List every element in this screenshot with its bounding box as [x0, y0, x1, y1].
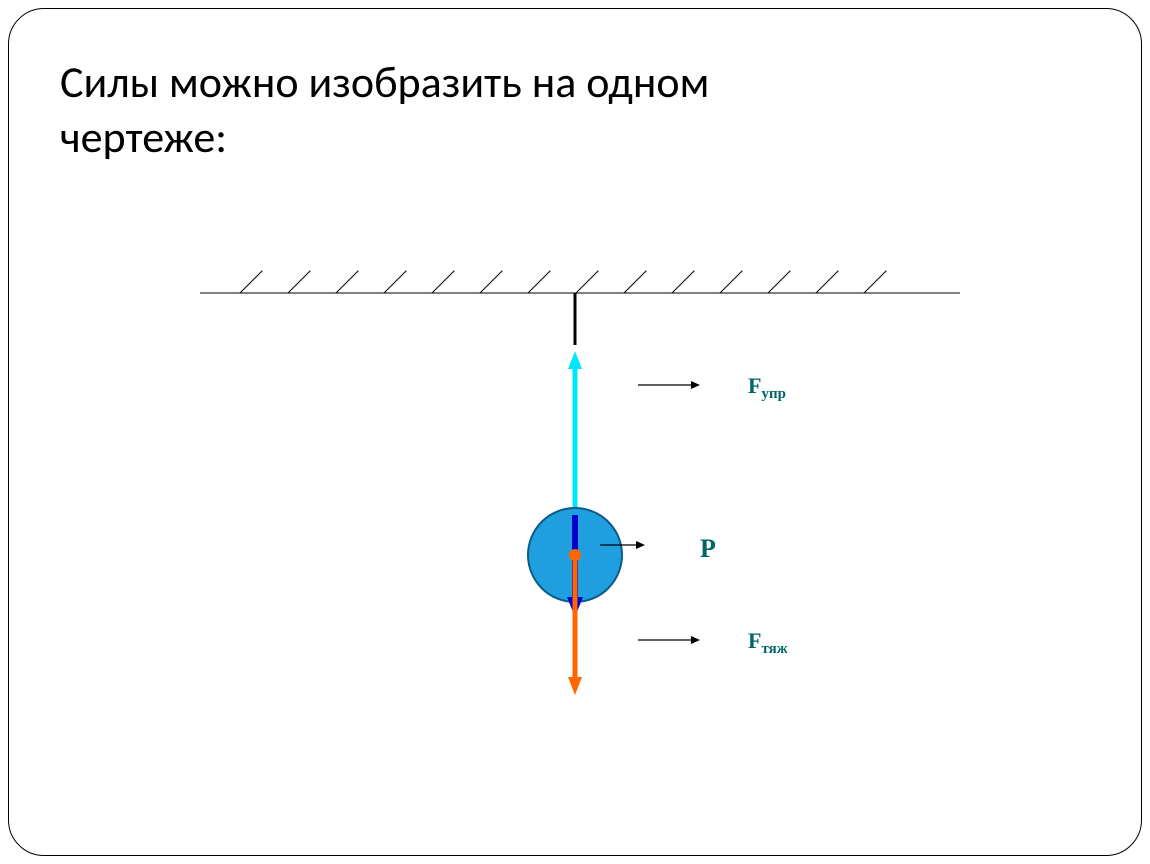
title-line-2: чертеже: — [60, 110, 227, 164]
pointer-arrow-0-head — [691, 381, 700, 389]
center-dot — [569, 549, 581, 561]
ceiling-hatch — [816, 271, 838, 293]
page-title: Силы можно изобразить на одном чертеже: — [60, 55, 709, 165]
ceiling-hatch — [528, 271, 550, 293]
ceiling-hatch — [768, 271, 790, 293]
force-diagram: Fупр P Fтяж — [200, 245, 960, 805]
ceiling-hatch — [384, 271, 406, 293]
pointer-arrow-2-head — [691, 636, 700, 644]
ceiling-hatch — [672, 271, 694, 293]
arrow-f-tyazh-head — [568, 677, 582, 695]
title-line-1: Силы можно изобразить на одном — [60, 55, 709, 109]
pointer-arrow-1-head — [636, 541, 645, 549]
ceiling-hatch — [240, 271, 262, 293]
ceiling-hatch — [336, 271, 358, 293]
ceiling-hatch — [480, 271, 502, 293]
label-f-upr: Fупр — [748, 373, 786, 402]
ceiling-hatch — [576, 271, 598, 293]
ceiling-hatch — [432, 271, 454, 293]
ceiling-hatch — [720, 271, 742, 293]
arrow-f-upr-head — [568, 351, 582, 369]
ceiling-hatch — [624, 271, 646, 293]
label-p: P — [700, 534, 716, 563]
ceiling-hatch — [864, 271, 886, 293]
label-f-tyazh: Fтяж — [748, 628, 788, 657]
ceiling-hatch — [288, 271, 310, 293]
